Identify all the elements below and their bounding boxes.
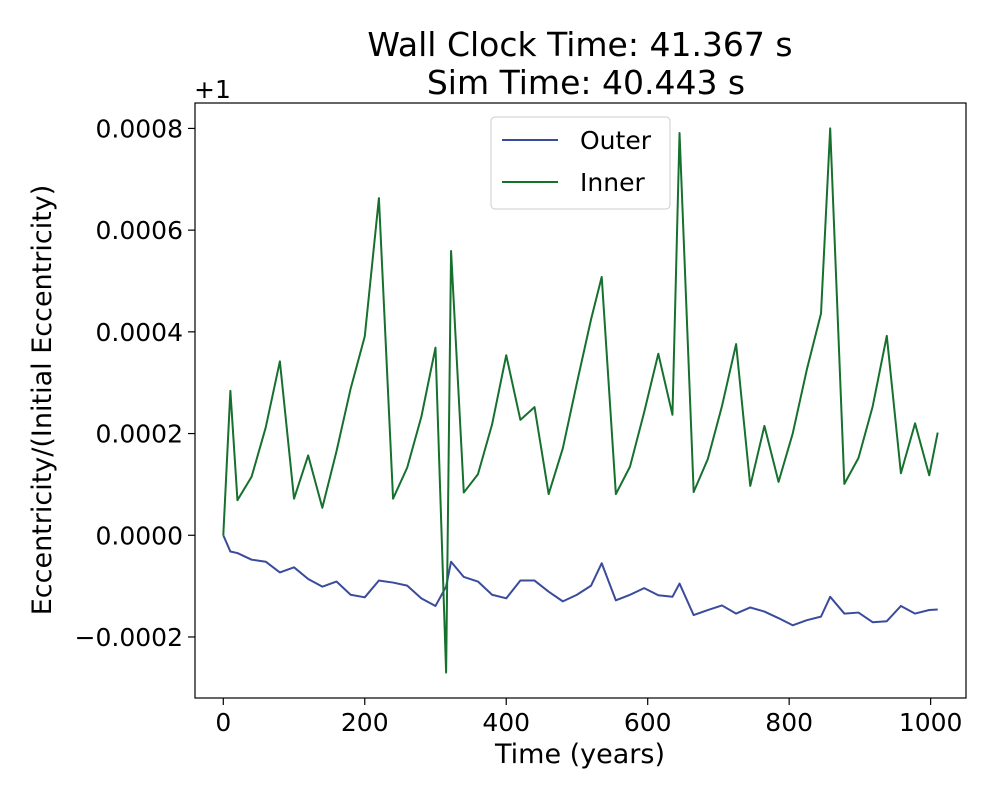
y-tick-label: −0.0002	[75, 623, 183, 652]
x-axis-ticks: 0 200 400 600 800 1000	[215, 698, 962, 737]
y-offset-label: +1	[194, 75, 231, 104]
y-tick-label: 0.0002	[96, 420, 183, 449]
legend: Outer Inner	[490, 116, 671, 210]
y-tick-label: 0.0006	[96, 216, 183, 245]
plot-lines	[222, 127, 939, 674]
x-tick-label: 800	[765, 708, 813, 737]
chart-title: Wall Clock Time: 41.367 s	[367, 25, 792, 64]
series-line-inner	[222, 127, 939, 674]
x-tick-label: 0	[215, 708, 231, 737]
series-line-outer	[222, 534, 938, 627]
y-tick-label: 0.0004	[96, 318, 183, 347]
legend-label-outer: Outer	[580, 126, 652, 155]
y-tick-label: 0.0000	[96, 521, 183, 550]
plot-frame	[194, 102, 967, 699]
legend-label-inner: Inner	[580, 168, 645, 197]
x-tick-label: 200	[341, 708, 389, 737]
y-axis-label: Eccentricity/(Initial Eccentricity)	[27, 185, 58, 616]
chart-subtitle: Sim Time: 40.443 s	[427, 63, 745, 102]
x-tick-label: 400	[482, 708, 530, 737]
x-axis-label: Time (years)	[494, 739, 665, 770]
y-tick-label: 0.0008	[96, 114, 183, 143]
y-axis-ticks: −0.0002 0.0000 0.0002 0.0004 0.0006 0.0008	[75, 114, 195, 652]
x-tick-label: 600	[624, 708, 672, 737]
x-tick-label: 1000	[899, 708, 963, 737]
